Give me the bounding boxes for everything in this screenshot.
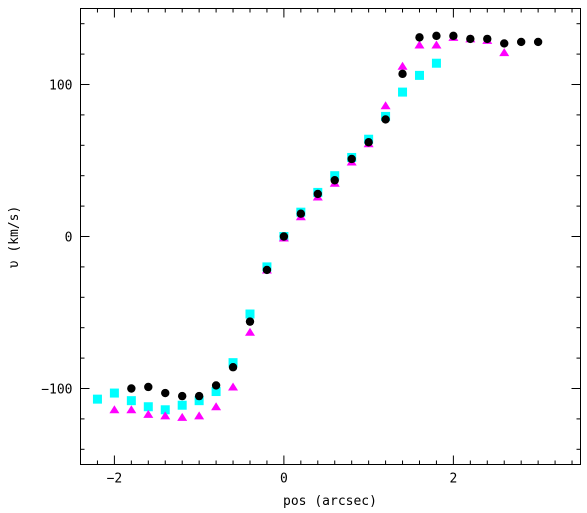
data-points	[92, 31, 543, 421]
circle-point	[127, 384, 136, 393]
square-point	[245, 309, 255, 319]
circle-point	[381, 115, 390, 124]
triangle-point	[177, 412, 188, 421]
circle-point	[330, 176, 339, 185]
y-axis-label: υ (km/s)	[7, 206, 22, 269]
plot-frame	[80, 8, 581, 465]
triangle-point	[194, 411, 205, 420]
x-tick-label: −2	[107, 472, 123, 487]
circle-point	[245, 317, 255, 326]
triangle-point	[109, 405, 120, 414]
circle-point	[500, 39, 509, 48]
triangle-point	[414, 40, 425, 49]
circle-point	[516, 37, 526, 47]
circle-point	[211, 381, 221, 390]
square-point	[211, 387, 221, 397]
triangle-point	[126, 405, 137, 414]
square-point	[160, 405, 170, 415]
circle-point	[449, 31, 458, 41]
circle-point	[228, 363, 238, 372]
square-point	[228, 358, 238, 368]
y-tick-label: −100	[41, 383, 72, 398]
circle-point	[533, 37, 543, 47]
axis-ticks	[80, 8, 581, 465]
y-tick-label: 0	[65, 231, 73, 246]
circle-point	[144, 382, 153, 392]
triangle-point	[160, 411, 171, 420]
tick-labels: −2 0 2 −100 0 100	[41, 79, 457, 487]
triangle-point	[228, 382, 239, 391]
triangle-point	[397, 61, 408, 70]
square-point	[126, 396, 136, 406]
circle-point	[194, 391, 204, 401]
square-point	[92, 394, 102, 404]
circle-point	[347, 154, 356, 164]
triangle-point	[380, 101, 391, 110]
triangle-point	[244, 327, 255, 336]
circle-point	[466, 34, 475, 44]
circle-point	[262, 265, 272, 275]
circle-point	[483, 34, 492, 44]
square-point	[143, 402, 153, 412]
triangle-point	[211, 402, 222, 411]
square-point	[431, 58, 441, 68]
circle-point	[432, 31, 441, 41]
circle-point	[313, 189, 322, 199]
x-tick-label: 0	[280, 472, 288, 487]
triangle-point	[499, 48, 510, 57]
triangle-point	[431, 40, 442, 49]
circle-point	[177, 391, 187, 401]
square-point	[177, 400, 187, 410]
x-axis-label: pos (arcsec)	[283, 494, 377, 509]
square-point	[398, 87, 408, 97]
triangle-point	[143, 409, 154, 418]
square-point	[414, 70, 424, 80]
square-point	[109, 388, 119, 398]
circle-point	[279, 232, 289, 241]
y-tick-label: 100	[49, 79, 72, 94]
square-point	[194, 396, 204, 406]
circle-point	[415, 33, 424, 42]
circle-point	[161, 388, 170, 398]
circle-point	[364, 138, 373, 147]
circle-point	[296, 209, 306, 218]
x-tick-label: 2	[449, 472, 457, 487]
circle-point	[398, 69, 407, 79]
square-point	[330, 171, 340, 181]
